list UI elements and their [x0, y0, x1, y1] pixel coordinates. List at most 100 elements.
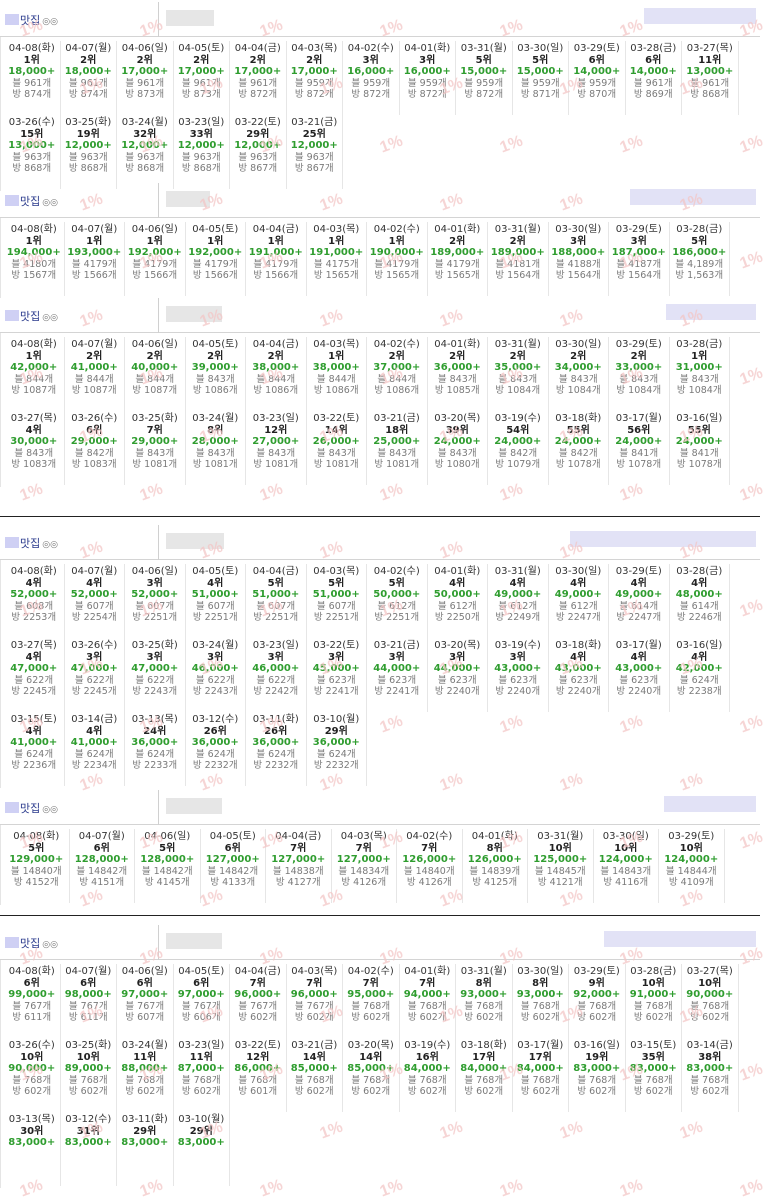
rank-cell[interactable]: 04-02(수) 1위 190,000+ 블 4179개 방 1565개 [367, 222, 428, 296]
rank-cell[interactable]: 04-08(화) 6위 99,000+ 블 767개 방 611개 [4, 964, 61, 1038]
rank-cell[interactable]: 04-01(화) 4위 50,000+ 블 612개 방 2250개 [428, 564, 488, 638]
rank-cell[interactable]: 03-18(화) 55위 24,000+ 블 842개 방 1078개 [549, 411, 609, 485]
rank-cell[interactable]: 04-03(목) 1위 38,000+ 블 844개 방 1086개 [307, 337, 367, 411]
rank-cell[interactable]: 04-02(수) 2위 37,000+ 블 844개 방 1086개 [367, 337, 428, 411]
rank-cell[interactable]: 03-26(수) 6위 29,000+ 블 842개 방 1083개 [65, 411, 125, 485]
rank-cell[interactable]: 04-08(화) 1위 42,000+ 블 844개 방 1087개 [4, 337, 65, 411]
rank-cell[interactable]: 03-17(월) 17위 84,000+ 블 768개 방 602개 [513, 1038, 569, 1112]
rank-cell[interactable]: 03-26(수) 3위 47,000+ 블 622개 방 2245개 [65, 638, 125, 712]
rank-cell[interactable]: 03-30(일) 4위 49,000+ 블 612개 방 2247개 [549, 564, 609, 638]
rank-cell[interactable]: 03-23(일) 3위 46,000+ 블 622개 방 2242개 [246, 638, 307, 712]
rank-cell[interactable]: 03-16(일) 4위 42,000+ 블 624개 방 2238개 [670, 638, 730, 712]
rank-cell[interactable]: 04-01(화) 8위 126,000+ 블 14839개 방 4125개 [463, 829, 528, 903]
rank-cell[interactable]: 03-29(토) 4위 49,000+ 블 614개 방 2247개 [609, 564, 670, 638]
rank-cell[interactable]: 04-06(일) 3위 52,000+ 블 607개 방 2251개 [125, 564, 186, 638]
keyword-tag[interactable]: 맛집 ◎◎ [5, 12, 58, 28]
rank-cell[interactable]: 03-19(수) 54위 24,000+ 블 842개 방 1079개 [488, 411, 549, 485]
rank-cell[interactable]: 03-25(화) 10위 89,000+ 블 768개 방 602개 [61, 1038, 117, 1112]
rank-cell[interactable]: 03-15(토) 4위 41,000+ 블 624개 방 2236개 [4, 712, 65, 786]
rank-cell[interactable]: 04-06(일) 1위 192,000+ 블 4179개 방 1566개 [125, 222, 186, 296]
rank-cell[interactable]: 03-10(월) 29위 83,000+ [174, 1112, 230, 1186]
rank-cell[interactable]: 03-22(토) 3위 45,000+ 블 623개 방 2241개 [307, 638, 367, 712]
rank-cell[interactable]: 03-27(목) 10위 90,000+ 블 768개 방 602개 [682, 964, 739, 1038]
rank-cell[interactable]: 04-01(화) 2위 189,000+ 블 4179개 방 1565개 [428, 222, 488, 296]
rank-cell[interactable]: 03-22(토) 14위 26,000+ 블 843개 방 1081개 [307, 411, 367, 485]
rank-cell[interactable]: 04-04(금) 2위 38,000+ 블 844개 방 1086개 [246, 337, 307, 411]
rank-cell[interactable]: 03-24(월) 32위 12,000+ 블 963개 방 868개 [117, 115, 174, 189]
rank-cell[interactable]: 03-25(화) 3위 47,000+ 블 622개 방 2243개 [125, 638, 186, 712]
rank-cell[interactable]: 04-04(금) 2위 17,000+ 블 961개 방 872개 [230, 41, 287, 115]
rank-cell[interactable]: 03-28(금) 10위 91,000+ 블 768개 방 602개 [626, 964, 682, 1038]
rank-cell[interactable]: 04-03(목) 5위 51,000+ 블 607개 방 2251개 [307, 564, 367, 638]
rank-cell[interactable]: 03-14(금) 4위 41,000+ 블 624개 방 2234개 [65, 712, 125, 786]
rank-cell[interactable]: 03-26(수) 10위 90,000+ 블 768개 방 602개 [4, 1038, 61, 1112]
rank-cell[interactable]: 04-03(목) 7위 127,000+ 블 14834개 방 4126개 [332, 829, 397, 903]
rank-cell[interactable]: 03-31(월) 5위 15,000+ 블 959개 방 872개 [456, 41, 513, 115]
rank-cell[interactable]: 03-29(토) 3위 187,000+ 블 4187개 방 1564개 [609, 222, 670, 296]
rank-cell[interactable]: 03-22(토) 29위 12,000+ 블 963개 방 867개 [230, 115, 287, 189]
rank-cell[interactable]: 03-30(일) 3위 188,000+ 블 4188개 방 1564개 [549, 222, 609, 296]
rank-cell[interactable]: 04-08(화) 1위 194,000+ 블 4180개 방 1567개 [4, 222, 65, 296]
rank-cell[interactable]: 03-24(월) 11위 88,000+ 블 768개 방 602개 [117, 1038, 174, 1112]
rank-cell[interactable]: 04-05(토) 6위 127,000+ 블 14842개 방 4133개 [201, 829, 266, 903]
rank-cell[interactable]: 04-01(화) 3위 16,000+ 블 959개 방 872개 [400, 41, 456, 115]
rank-cell[interactable]: 04-05(토) 4위 51,000+ 블 607개 방 2251개 [186, 564, 246, 638]
rank-cell[interactable]: 04-05(토) 1위 192,000+ 블 4179개 방 1566개 [186, 222, 246, 296]
rank-cell[interactable]: 04-06(일) 2위 40,000+ 블 844개 방 1087개 [125, 337, 186, 411]
rank-cell[interactable]: 03-21(금) 14위 85,000+ 블 768개 방 602개 [287, 1038, 343, 1112]
rank-cell[interactable]: 03-31(월) 10위 125,000+ 블 14845개 방 4121개 [528, 829, 594, 903]
rank-cell[interactable]: 03-19(수) 3위 43,000+ 블 623개 방 2240개 [488, 638, 549, 712]
rank-cell[interactable]: 04-02(수) 7위 95,000+ 블 768개 방 602개 [343, 964, 400, 1038]
rank-cell[interactable]: 03-20(목) 14위 85,000+ 블 768개 방 602개 [343, 1038, 400, 1112]
keyword-tag[interactable]: 맛집 ◎◎ [5, 308, 58, 324]
rank-cell[interactable]: 04-06(일) 6위 97,000+ 블 767개 방 607개 [117, 964, 174, 1038]
rank-cell[interactable]: 03-30(일) 2위 34,000+ 블 843개 방 1084개 [549, 337, 609, 411]
rank-cell[interactable]: 04-07(월) 1위 193,000+ 블 4179개 방 1566개 [65, 222, 125, 296]
rank-cell[interactable]: 04-08(화) 4위 52,000+ 블 608개 방 2253개 [4, 564, 65, 638]
rank-cell[interactable]: 03-17(월) 4위 43,000+ 블 623개 방 2240개 [609, 638, 670, 712]
rank-cell[interactable]: 04-05(토) 2위 17,000+ 블 961개 방 873개 [174, 41, 230, 115]
rank-cell[interactable]: 03-29(토) 6위 14,000+ 블 959개 방 870개 [569, 41, 626, 115]
rank-cell[interactable]: 04-08(화) 5위 129,000+ 블 14840개 방 4152개 [4, 829, 70, 903]
rank-cell[interactable]: 03-12(수) 31위 83,000+ [61, 1112, 117, 1186]
rank-cell[interactable]: 03-30(일) 10위 124,000+ 블 14843개 방 4116개 [594, 829, 659, 903]
rank-cell[interactable]: 03-28(금) 6위 14,000+ 블 961개 방 869개 [626, 41, 682, 115]
rank-cell[interactable]: 03-24(월) 8위 28,000+ 블 843개 방 1081개 [186, 411, 246, 485]
rank-cell[interactable]: 03-29(토) 10위 124,000+ 블 14844개 방 4109개 [659, 829, 725, 903]
rank-cell[interactable]: 03-18(화) 4위 43,000+ 블 623개 방 2240개 [549, 638, 609, 712]
rank-cell[interactable]: 03-23(일) 33위 12,000+ 블 963개 방 868개 [174, 115, 230, 189]
keyword-tag[interactable]: 맛집 ◎◎ [5, 535, 58, 551]
rank-cell[interactable]: 04-07(월) 2위 41,000+ 블 844개 방 1087개 [65, 337, 125, 411]
rank-cell[interactable]: 03-16(일) 55위 24,000+ 블 841개 방 1078개 [670, 411, 730, 485]
rank-cell[interactable]: 04-04(금) 5위 51,000+ 블 607개 방 2251개 [246, 564, 307, 638]
rank-cell[interactable]: 04-07(월) 6위 98,000+ 블 767개 방 611개 [61, 964, 117, 1038]
rank-cell[interactable]: 03-28(금) 1위 31,000+ 블 843개 방 1084개 [670, 337, 730, 411]
rank-cell[interactable]: 03-27(목) 11위 13,000+ 블 961개 방 868개 [682, 41, 739, 115]
rank-cell[interactable]: 04-03(목) 7위 96,000+ 블 767개 방 602개 [287, 964, 343, 1038]
rank-cell[interactable]: 04-06(일) 5위 128,000+ 블 14842개 방 4145개 [135, 829, 201, 903]
rank-cell[interactable]: 03-20(목) 39위 24,000+ 블 843개 방 1080개 [428, 411, 488, 485]
rank-cell[interactable]: 04-01(화) 2위 36,000+ 블 843개 방 1085개 [428, 337, 488, 411]
rank-cell[interactable]: 04-07(월) 2위 18,000+ 블 961개 방 874개 [61, 41, 117, 115]
rank-cell[interactable]: 03-12(수) 26위 36,000+ 블 624개 방 2232개 [186, 712, 246, 786]
rank-cell[interactable]: 03-27(목) 4위 47,000+ 블 622개 방 2245개 [4, 638, 65, 712]
rank-cell[interactable]: 03-29(토) 9위 92,000+ 블 768개 방 602개 [569, 964, 626, 1038]
rank-cell[interactable]: 03-13(목) 30위 83,000+ [4, 1112, 61, 1186]
rank-cell[interactable]: 03-21(금) 18위 25,000+ 블 843개 방 1081개 [367, 411, 428, 485]
rank-cell[interactable]: 04-04(금) 7위 96,000+ 블 767개 방 602개 [230, 964, 287, 1038]
rank-cell[interactable]: 03-27(목) 4위 30,000+ 블 843개 방 1083개 [4, 411, 65, 485]
rank-cell[interactable]: 04-03(목) 1위 191,000+ 블 4175개 방 1565개 [307, 222, 367, 296]
rank-cell[interactable]: 03-31(월) 8위 93,000+ 블 768개 방 602개 [456, 964, 513, 1038]
rank-cell[interactable]: 03-10(월) 29위 36,000+ 블 624개 방 2232개 [307, 712, 367, 786]
rank-cell[interactable]: 03-25(화) 19위 12,000+ 블 963개 방 868개 [61, 115, 117, 189]
rank-cell[interactable]: 03-21(금) 3위 44,000+ 블 623개 방 2241개 [367, 638, 428, 712]
rank-cell[interactable]: 04-05(토) 2위 39,000+ 블 843개 방 1086개 [186, 337, 246, 411]
rank-cell[interactable]: 03-30(일) 5위 15,000+ 블 959개 방 871개 [513, 41, 569, 115]
rank-cell[interactable]: 03-23(일) 12위 27,000+ 블 843개 방 1081개 [246, 411, 307, 485]
rank-cell[interactable]: 03-21(금) 25위 12,000+ 블 963개 방 867개 [287, 115, 343, 189]
rank-cell[interactable]: 03-20(목) 3위 44,000+ 블 623개 방 2240개 [428, 638, 488, 712]
rank-cell[interactable]: 03-26(수) 15위 13,000+ 블 963개 방 868개 [4, 115, 61, 189]
rank-cell[interactable]: 04-06(일) 2위 17,000+ 블 961개 방 873개 [117, 41, 174, 115]
rank-cell[interactable]: 03-31(월) 2위 35,000+ 블 843개 방 1084개 [488, 337, 549, 411]
rank-cell[interactable]: 04-07(월) 4위 52,000+ 블 607개 방 2254개 [65, 564, 125, 638]
